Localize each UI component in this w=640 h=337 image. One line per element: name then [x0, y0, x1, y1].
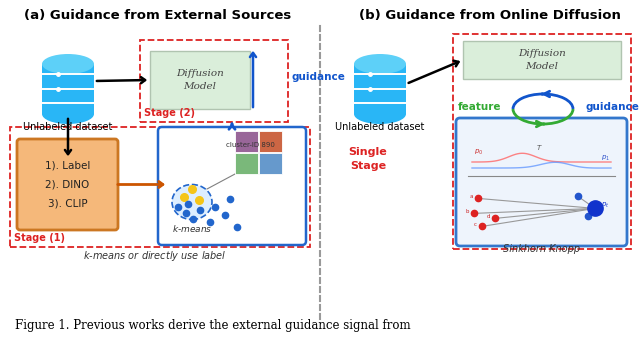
Text: guidance: guidance: [585, 102, 639, 112]
Text: (b) Guidance from Online Diffusion: (b) Guidance from Online Diffusion: [359, 9, 621, 22]
Polygon shape: [354, 64, 406, 114]
Ellipse shape: [42, 54, 94, 74]
FancyBboxPatch shape: [456, 118, 627, 246]
Bar: [259, 131, 282, 152]
Bar: [453, 34, 631, 249]
Text: guidance: guidance: [291, 72, 345, 82]
Text: Stage (1): Stage (1): [14, 233, 65, 243]
Text: Sinkhorn Knopp: Sinkhorn Knopp: [503, 244, 580, 254]
Ellipse shape: [354, 104, 406, 124]
Text: $p_t$: $p_t$: [601, 201, 609, 210]
Text: (a) Guidance from External Sources: (a) Guidance from External Sources: [24, 9, 292, 22]
Text: b: b: [466, 209, 470, 214]
Ellipse shape: [42, 104, 94, 124]
Text: a: a: [470, 194, 474, 200]
Text: Figure 1. Previous works derive the external guidance signal from: Figure 1. Previous works derive the exte…: [15, 319, 411, 332]
Ellipse shape: [354, 54, 406, 74]
Polygon shape: [42, 64, 94, 114]
FancyBboxPatch shape: [463, 41, 621, 79]
FancyBboxPatch shape: [150, 51, 250, 109]
Text: feature: feature: [458, 102, 501, 112]
Text: $k$-means: $k$-means: [172, 223, 212, 234]
Text: $k$-means or directly use label: $k$-means or directly use label: [83, 249, 227, 263]
Text: Diffusion
Model: Diffusion Model: [518, 49, 566, 71]
Text: d: d: [487, 214, 490, 219]
Text: $T$: $T$: [536, 143, 543, 152]
Text: $p_1$: $p_1$: [601, 154, 610, 163]
Bar: [235, 153, 258, 174]
Bar: [259, 153, 282, 174]
Text: Single
Stage: Single Stage: [349, 147, 387, 171]
Text: 2). DINO: 2). DINO: [45, 180, 90, 189]
Text: 1). Label: 1). Label: [45, 161, 90, 171]
Bar: [140, 40, 288, 122]
Bar: [10, 127, 310, 247]
Text: Stage (2): Stage (2): [144, 108, 195, 118]
Text: Unlabeled dataset: Unlabeled dataset: [335, 122, 425, 132]
FancyBboxPatch shape: [158, 127, 306, 245]
Ellipse shape: [172, 184, 212, 219]
FancyBboxPatch shape: [17, 139, 118, 230]
Text: cluster-ID 890: cluster-ID 890: [225, 142, 275, 148]
Text: $p_0$: $p_0$: [474, 148, 483, 157]
Text: 3). CLIP: 3). CLIP: [48, 198, 87, 208]
Text: Diffusion
Model: Diffusion Model: [176, 69, 224, 91]
Text: c: c: [474, 222, 477, 227]
Text: Unlabeled dataset: Unlabeled dataset: [23, 122, 113, 132]
Bar: [235, 131, 258, 152]
